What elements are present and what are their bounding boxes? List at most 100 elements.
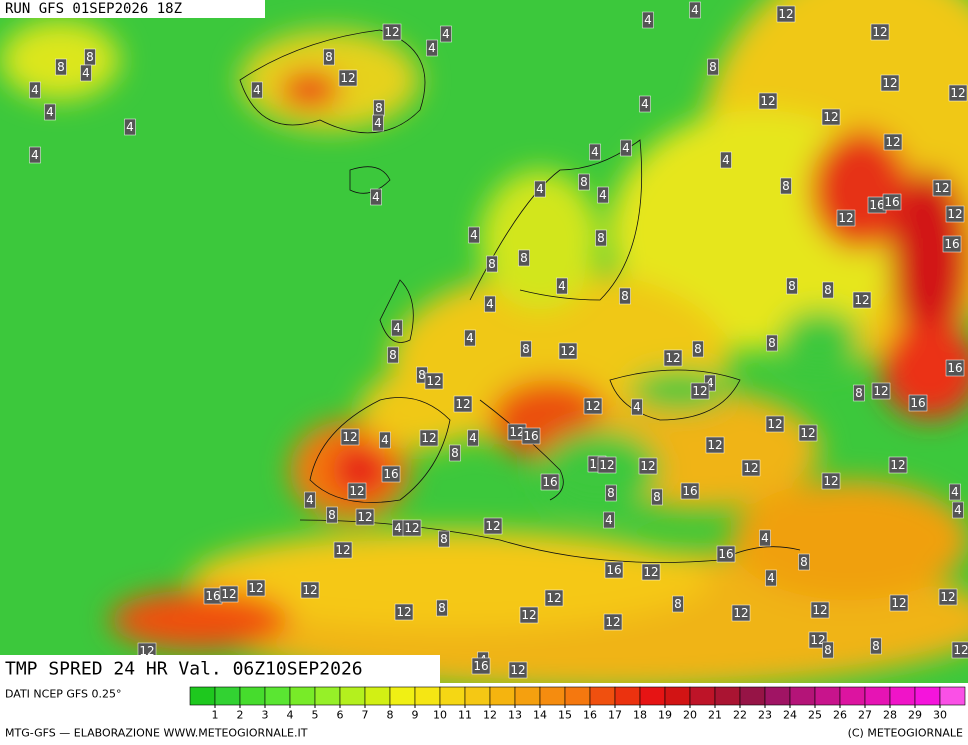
contour-label: 8 (440, 532, 448, 546)
contour-label: 12 (349, 484, 364, 498)
contour-label: 12 (890, 458, 905, 472)
header-box (0, 0, 265, 18)
contour-label: 12 (521, 608, 536, 622)
product-box (0, 655, 440, 683)
colorbar-swatch (664, 686, 691, 706)
contour-label-box (689, 1, 701, 19)
contour-label-box (597, 456, 617, 474)
contour-label: 12 (599, 458, 614, 472)
contour-label: 8 (855, 386, 863, 400)
contour-label-box (595, 229, 607, 247)
contour-label: 8 (57, 60, 65, 74)
contour-label: 4 (428, 41, 436, 55)
contour-label: 8 (520, 251, 528, 265)
contour-label: 4 (306, 493, 314, 507)
contour-label-box (741, 459, 761, 477)
contour-label-box (467, 429, 479, 447)
contour-label: 16 (542, 475, 557, 489)
colorbar-tick-label: 7 (362, 709, 369, 722)
contour-label: 12 (953, 643, 968, 657)
contour-label-box (948, 84, 968, 102)
contour-label: 12 (357, 510, 372, 524)
colorbar-tick-label: 23 (758, 709, 772, 722)
contour-label-box (540, 473, 560, 491)
contour-label: 8 (597, 231, 605, 245)
contour-label: 16 (869, 198, 884, 212)
contour-label-box (720, 151, 732, 169)
contour-label: 12 (838, 211, 853, 225)
contour-label-box (347, 482, 367, 500)
contour-label-box (888, 456, 908, 474)
colorbar-tick-label: 14 (533, 709, 547, 722)
contour-label-box (776, 5, 796, 23)
contour-label: 8 (328, 508, 336, 522)
contour-label-box (651, 488, 663, 506)
colorbar-swatch (714, 686, 741, 706)
contour-label: 12 (823, 110, 838, 124)
contour-label-box (716, 545, 736, 563)
contour-label-box (642, 11, 654, 29)
colorbar-tick-label: 20 (683, 709, 697, 722)
colorbar-swatch (889, 686, 916, 706)
contour-label: 8 (418, 368, 426, 382)
contour-label: 4 (381, 433, 389, 447)
contour-label: 12 (426, 374, 441, 388)
contour-label: 8 (607, 486, 615, 500)
contour-label: 12 (404, 521, 419, 535)
colorbar-swatch (364, 686, 391, 706)
contour-label: 4 (394, 521, 402, 535)
contour-label-box (29, 81, 41, 99)
contour-label: 12 (509, 425, 524, 439)
colorbar-tick-label: 8 (387, 709, 394, 722)
contour-label: 4 (722, 153, 730, 167)
contour-label: 16 (473, 659, 488, 673)
contour-label: 12 (510, 663, 525, 677)
contour-label-box (508, 661, 528, 679)
contour-label-box (945, 359, 965, 377)
contour-label-box (394, 603, 414, 621)
contour-label: 4 (442, 27, 450, 41)
contour-label: 8 (800, 555, 808, 569)
contour-label: 8 (375, 101, 383, 115)
colorbar-swatch (764, 686, 791, 706)
contour-label-box (426, 39, 438, 57)
colorbar-swatch (864, 686, 891, 706)
contour-label-box (323, 48, 335, 66)
contour-label-box (871, 382, 891, 400)
contour-label: 12 (342, 430, 357, 444)
contour-label: 16 (682, 484, 697, 498)
contour-label: 8 (674, 597, 682, 611)
contour-label-box (639, 95, 651, 113)
contour-label-box (589, 143, 601, 161)
contour-label-box (219, 585, 239, 603)
contour-label-box (304, 491, 316, 509)
contour-label-box (372, 114, 384, 132)
contour-label: 8 (709, 60, 717, 74)
contour-label: 12 (767, 417, 782, 431)
contour-label-box (880, 74, 900, 92)
colorbar-tick-label: 16 (583, 709, 597, 722)
colorbar-tick-label: 1 (212, 709, 219, 722)
contour-label: 4 (641, 97, 649, 111)
contour-label-box (80, 64, 92, 82)
colorbar-tick-label: 11 (458, 709, 472, 722)
colorbar-swatch (239, 686, 266, 706)
contour-label: 12 (950, 86, 965, 100)
contour-label-box (124, 118, 136, 136)
contour-label-box (333, 541, 353, 559)
colorbar-swatch (814, 686, 841, 706)
colorbar-tick-label: 12 (483, 709, 497, 722)
contour-label-box (391, 319, 403, 337)
colorbar-swatch (314, 686, 341, 706)
contour-label-box (558, 342, 578, 360)
colorbar-tick-label: 19 (658, 709, 672, 722)
contour-label-box (29, 146, 41, 164)
run-label: RUN GFS 01SEP2026 18Z (5, 1, 182, 17)
contour-label-box (471, 657, 491, 675)
contour-label-box (707, 58, 719, 76)
contour-label: 4 (126, 120, 134, 134)
contour-label: 12 (605, 615, 620, 629)
colorbar-swatch (689, 686, 716, 706)
